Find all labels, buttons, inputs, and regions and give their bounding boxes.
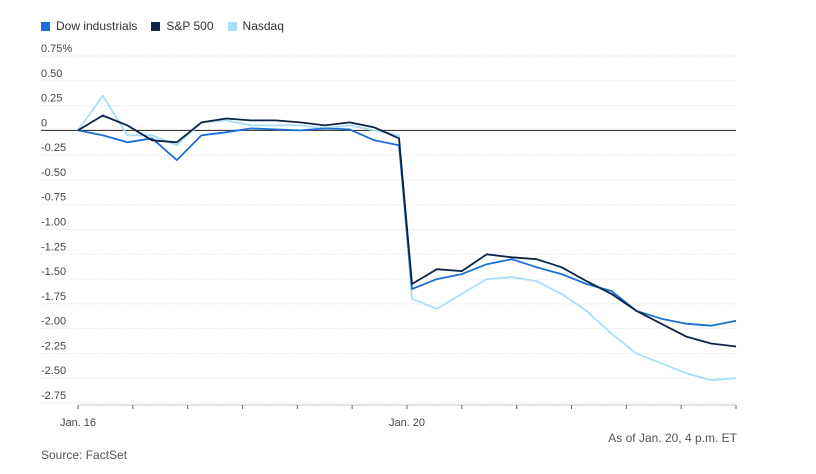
y-tick-label: -1.00: [41, 217, 66, 229]
y-tick-label: -2.00: [41, 316, 66, 328]
y-tick-label: -0.75: [41, 192, 66, 204]
y-tick-label: -1.25: [41, 241, 66, 253]
y-tick-label: -1.50: [41, 266, 66, 278]
y-tick-label: -2.75: [41, 390, 66, 402]
series-line-s-p-500: [77, 114, 737, 348]
y-tick-label: -0.50: [41, 167, 66, 179]
y-tick-label: -2.25: [41, 340, 66, 352]
y-tick-label: 0: [41, 117, 47, 129]
legend-swatch-dow: [41, 21, 50, 31]
y-tick-label: 0.75%: [41, 43, 72, 55]
x-label-jan-20: Jan. 20: [389, 417, 425, 429]
y-tick-label: -2.50: [41, 365, 66, 377]
chart-legend: Dow industrials S&P 500 Nasdaq: [41, 19, 284, 33]
y-tick-label: -1.75: [41, 291, 66, 303]
legend-label-dow: Dow industrials: [56, 19, 138, 33]
y-tick-label: 0.50: [41, 68, 62, 80]
legend-label-sp500: S&P 500: [166, 19, 214, 33]
as-of-note: As of Jan. 20, 4 p.m. ET: [608, 431, 737, 445]
y-tick-label: 0.25: [41, 93, 62, 105]
source-note: Source: FactSet: [41, 448, 128, 462]
legend-item-sp500: S&P 500: [151, 19, 214, 33]
legend-item-nasdaq: Nasdaq: [227, 19, 284, 33]
legend-swatch-nasdaq: [227, 21, 237, 31]
legend-label-nasdaq: Nasdaq: [242, 19, 284, 33]
legend-item-dow: Dow industrials: [41, 19, 137, 33]
y-tick-label: -0.25: [41, 142, 66, 154]
legend-swatch-sp500: [151, 21, 161, 31]
x-label-jan-16: Jan. 16: [60, 417, 96, 429]
